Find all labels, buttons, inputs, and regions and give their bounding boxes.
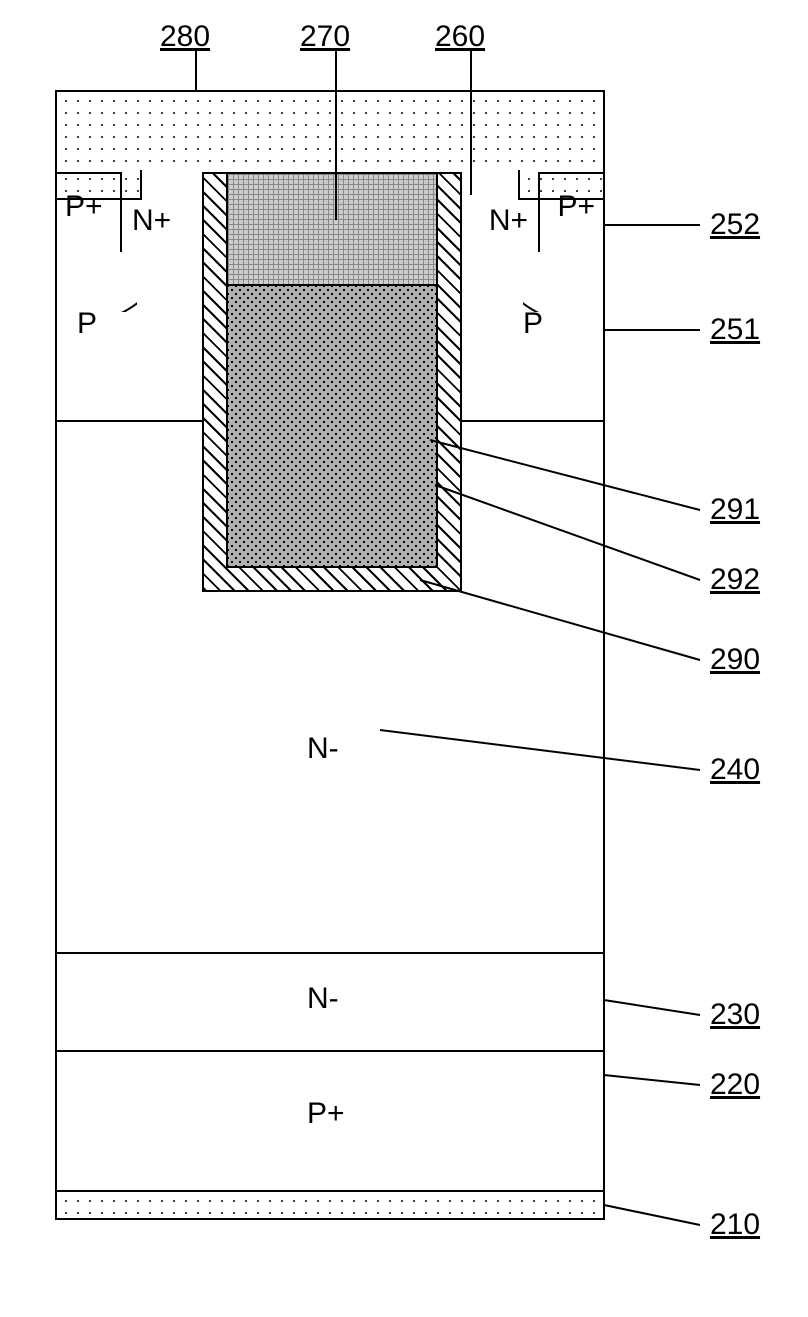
ref-251: 251 [710,313,760,347]
ref-280: 280 [160,20,210,54]
ref-270: 270 [300,20,350,54]
device-cross-section: P+ P+ N+ N+ P P N- N- P+ [55,90,605,1220]
callout-280: 280 [165,20,225,90]
label-drift: N- [307,732,339,766]
callout-260: 260 [440,20,500,90]
label-collector: P+ [307,1097,345,1131]
ref-292: 292 [710,563,760,597]
ref-220: 220 [710,1068,760,1102]
label-n-plus-l: N+ [132,204,171,238]
label-p-plus-tl: P+ [65,190,103,224]
ref-210: 210 [710,1208,760,1242]
trench-fill-upper [228,174,436,284]
ref-260: 260 [435,20,485,54]
label-p-l: P [77,307,97,341]
trench-fill-lower [228,284,436,566]
ref-290: 290 [710,643,760,677]
gate-trench [202,172,462,592]
callout-270: 270 [305,20,365,90]
bottom-electrode-layer [57,1192,603,1218]
top-electrode-layer [57,92,603,172]
trench-inner-fill [226,174,438,568]
label-buffer: N- [307,982,339,1016]
ref-230: 230 [710,998,760,1032]
ref-240: 240 [710,753,760,787]
label-p-plus-tr: P+ [557,190,595,224]
ref-252: 252 [710,208,760,242]
label-p-r: P [523,307,543,341]
ref-291: 291 [710,493,760,527]
label-n-plus-r: N+ [489,204,528,238]
